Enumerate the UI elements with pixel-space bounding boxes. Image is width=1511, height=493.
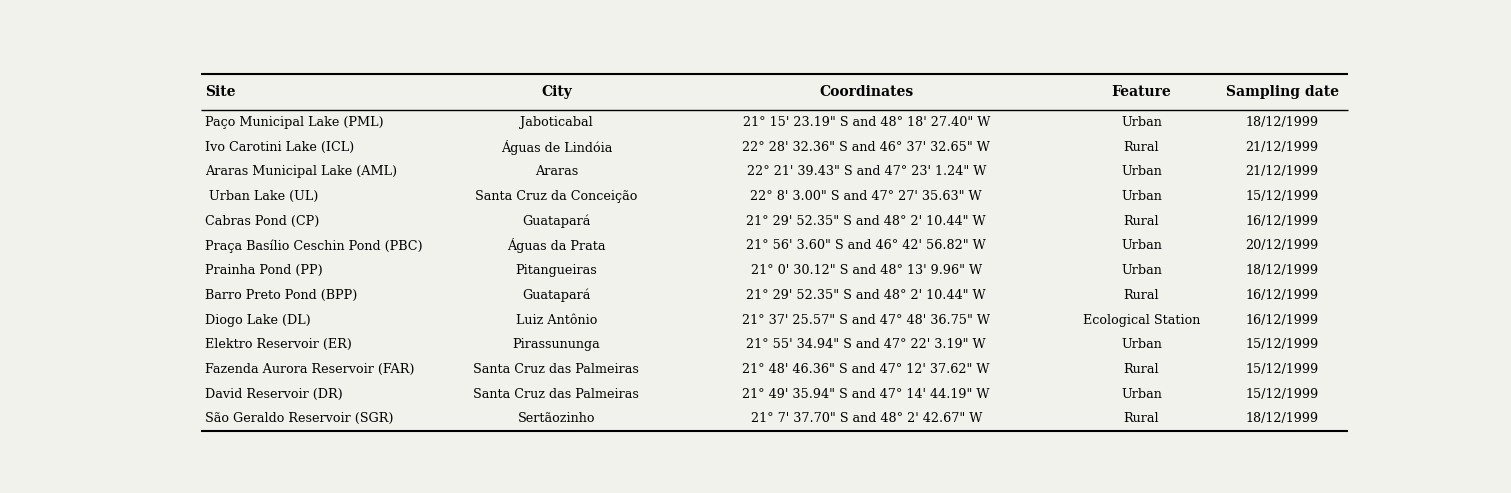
Text: 21° 55' 34.94" S and 47° 22' 3.19" W: 21° 55' 34.94" S and 47° 22' 3.19" W xyxy=(746,338,987,351)
Text: Urban Lake (UL): Urban Lake (UL) xyxy=(205,190,319,203)
Text: Luiz Antônio: Luiz Antônio xyxy=(515,314,597,326)
Text: Rural: Rural xyxy=(1124,412,1159,425)
Text: Paço Municipal Lake (PML): Paço Municipal Lake (PML) xyxy=(205,116,384,129)
Text: Guatapará: Guatapará xyxy=(523,214,591,228)
Text: 15/12/1999: 15/12/1999 xyxy=(1245,363,1319,376)
Text: 15/12/1999: 15/12/1999 xyxy=(1245,338,1319,351)
Text: 15/12/1999: 15/12/1999 xyxy=(1245,190,1319,203)
Text: Rural: Rural xyxy=(1124,214,1159,228)
Text: Rural: Rural xyxy=(1124,363,1159,376)
Text: 22° 28' 32.36" S and 46° 37' 32.65" W: 22° 28' 32.36" S and 46° 37' 32.65" W xyxy=(742,141,990,154)
Text: 21/12/1999: 21/12/1999 xyxy=(1245,165,1319,178)
Text: 18/12/1999: 18/12/1999 xyxy=(1245,264,1319,277)
Text: 16/12/1999: 16/12/1999 xyxy=(1245,289,1319,302)
Text: 21° 7' 37.70" S and 48° 2' 42.67" W: 21° 7' 37.70" S and 48° 2' 42.67" W xyxy=(751,412,982,425)
Text: 21° 48' 46.36" S and 47° 12' 37.62" W: 21° 48' 46.36" S and 47° 12' 37.62" W xyxy=(742,363,990,376)
Text: Águas da Prata: Águas da Prata xyxy=(508,239,606,253)
Text: Santa Cruz das Palmeiras: Santa Cruz das Palmeiras xyxy=(473,363,639,376)
Text: Rural: Rural xyxy=(1124,289,1159,302)
Text: Urban: Urban xyxy=(1121,190,1162,203)
Text: 18/12/1999: 18/12/1999 xyxy=(1245,412,1319,425)
Text: 15/12/1999: 15/12/1999 xyxy=(1245,387,1319,401)
Text: 21/12/1999: 21/12/1999 xyxy=(1245,141,1319,154)
Text: Barro Preto Pond (BPP): Barro Preto Pond (BPP) xyxy=(205,289,358,302)
Text: 16/12/1999: 16/12/1999 xyxy=(1245,214,1319,228)
Text: Araras: Araras xyxy=(535,165,579,178)
Text: Sampling date: Sampling date xyxy=(1225,85,1339,99)
Text: Sertãozinho: Sertãozinho xyxy=(518,412,595,425)
Text: 18/12/1999: 18/12/1999 xyxy=(1245,116,1319,129)
Text: Guatapará: Guatapará xyxy=(523,288,591,302)
Text: 22° 21' 39.43" S and 47° 23' 1.24" W: 22° 21' 39.43" S and 47° 23' 1.24" W xyxy=(746,165,985,178)
Text: Pitangueiras: Pitangueiras xyxy=(515,264,597,277)
Text: Diogo Lake (DL): Diogo Lake (DL) xyxy=(205,314,311,326)
Text: Urban: Urban xyxy=(1121,264,1162,277)
Text: City: City xyxy=(541,85,571,99)
Text: Rural: Rural xyxy=(1124,141,1159,154)
Text: 21° 56' 3.60" S and 46° 42' 56.82" W: 21° 56' 3.60" S and 46° 42' 56.82" W xyxy=(746,240,987,252)
Text: 21° 0' 30.12" S and 48° 13' 9.96" W: 21° 0' 30.12" S and 48° 13' 9.96" W xyxy=(751,264,982,277)
Text: 21° 29' 52.35" S and 48° 2' 10.44" W: 21° 29' 52.35" S and 48° 2' 10.44" W xyxy=(746,214,987,228)
Text: Elektro Reservoir (ER): Elektro Reservoir (ER) xyxy=(205,338,352,351)
Text: São Geraldo Reservoir (SGR): São Geraldo Reservoir (SGR) xyxy=(205,412,394,425)
Text: 21° 49' 35.94" S and 47° 14' 44.19" W: 21° 49' 35.94" S and 47° 14' 44.19" W xyxy=(742,387,990,401)
Text: 21° 29' 52.35" S and 48° 2' 10.44" W: 21° 29' 52.35" S and 48° 2' 10.44" W xyxy=(746,289,987,302)
Text: 21° 15' 23.19" S and 48° 18' 27.40" W: 21° 15' 23.19" S and 48° 18' 27.40" W xyxy=(742,116,990,129)
Text: Urban: Urban xyxy=(1121,338,1162,351)
Text: Urban: Urban xyxy=(1121,116,1162,129)
Text: Praça Basílio Ceschin Pond (PBC): Praça Basílio Ceschin Pond (PBC) xyxy=(205,239,423,252)
Text: 16/12/1999: 16/12/1999 xyxy=(1245,314,1319,326)
Text: Pirassununga: Pirassununga xyxy=(512,338,600,351)
Text: Urban: Urban xyxy=(1121,165,1162,178)
Text: Cabras Pond (CP): Cabras Pond (CP) xyxy=(205,214,320,228)
Text: Site: Site xyxy=(205,85,236,99)
Text: Urban: Urban xyxy=(1121,240,1162,252)
Text: Ecological Station: Ecological Station xyxy=(1083,314,1200,326)
Text: Santa Cruz da Conceição: Santa Cruz da Conceição xyxy=(474,190,638,203)
Text: Fazenda Aurora Reservoir (FAR): Fazenda Aurora Reservoir (FAR) xyxy=(205,363,414,376)
Text: Prainha Pond (PP): Prainha Pond (PP) xyxy=(205,264,323,277)
Text: 21° 37' 25.57" S and 47° 48' 36.75" W: 21° 37' 25.57" S and 47° 48' 36.75" W xyxy=(742,314,990,326)
Text: Feature: Feature xyxy=(1112,85,1171,99)
Text: Urban: Urban xyxy=(1121,387,1162,401)
Text: David Reservoir (DR): David Reservoir (DR) xyxy=(205,387,343,401)
Text: Águas de Lindóia: Águas de Lindóia xyxy=(500,140,612,155)
Text: Coordinates: Coordinates xyxy=(819,85,913,99)
Text: 20/12/1999: 20/12/1999 xyxy=(1245,240,1319,252)
Text: Santa Cruz das Palmeiras: Santa Cruz das Palmeiras xyxy=(473,387,639,401)
Text: 22° 8' 3.00" S and 47° 27' 35.63" W: 22° 8' 3.00" S and 47° 27' 35.63" W xyxy=(751,190,982,203)
Text: Jaboticabal: Jaboticabal xyxy=(520,116,592,129)
Text: Araras Municipal Lake (AML): Araras Municipal Lake (AML) xyxy=(205,165,397,178)
Text: Ivo Carotini Lake (ICL): Ivo Carotini Lake (ICL) xyxy=(205,141,355,154)
